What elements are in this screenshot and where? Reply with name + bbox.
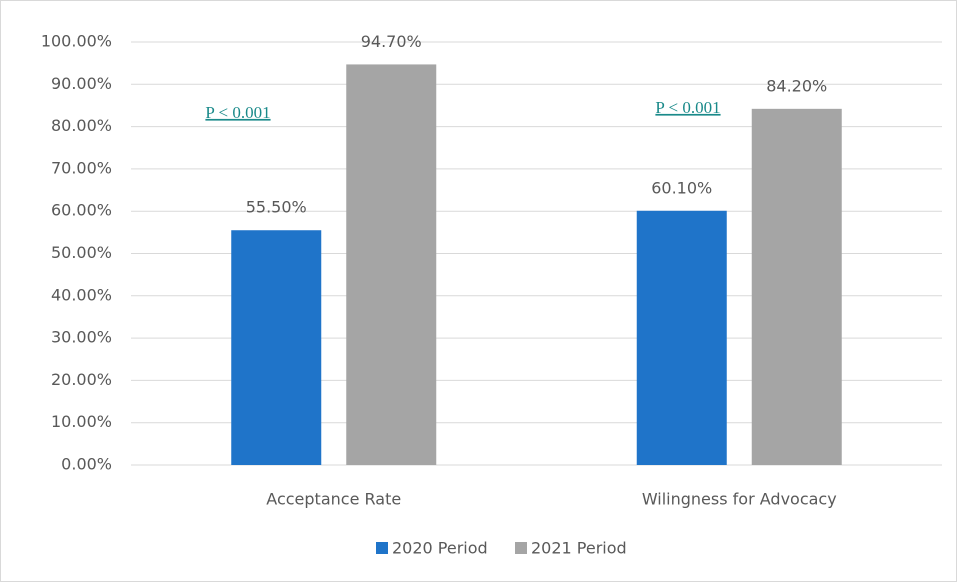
y-tick-label: 50.00% <box>51 243 112 262</box>
y-tick-label: 100.00% <box>41 32 112 51</box>
legend-label: 2021 Period <box>531 539 627 558</box>
legend-swatch <box>376 542 388 554</box>
y-tick-label: 10.00% <box>51 412 112 431</box>
y-tick-label: 80.00% <box>51 116 112 135</box>
y-tick-label: 70.00% <box>51 158 112 177</box>
y-tick-label: 40.00% <box>51 285 112 304</box>
bar <box>636 210 727 465</box>
value-label: 94.70% <box>361 32 422 51</box>
bar <box>346 64 437 465</box>
y-tick-label: 20.00% <box>51 370 112 389</box>
legend-swatch <box>515 542 527 554</box>
annotation: P < 0.001 <box>205 103 270 122</box>
legend-label: 2020 Period <box>392 539 488 558</box>
value-label: 84.20% <box>766 76 827 95</box>
value-label: 60.10% <box>651 178 712 197</box>
value-label: 55.50% <box>246 198 307 217</box>
y-tick-label: 60.00% <box>51 201 112 220</box>
y-tick-label: 30.00% <box>51 328 112 347</box>
y-tick-label: 90.00% <box>51 74 112 93</box>
bar <box>231 230 322 465</box>
annotation: P < 0.001 <box>655 98 720 117</box>
y-tick-label: 0.00% <box>61 455 112 474</box>
bar <box>751 108 842 466</box>
x-tick-label: Wilingness for Advocacy <box>642 490 837 509</box>
x-tick-label: Acceptance Rate <box>266 490 401 509</box>
